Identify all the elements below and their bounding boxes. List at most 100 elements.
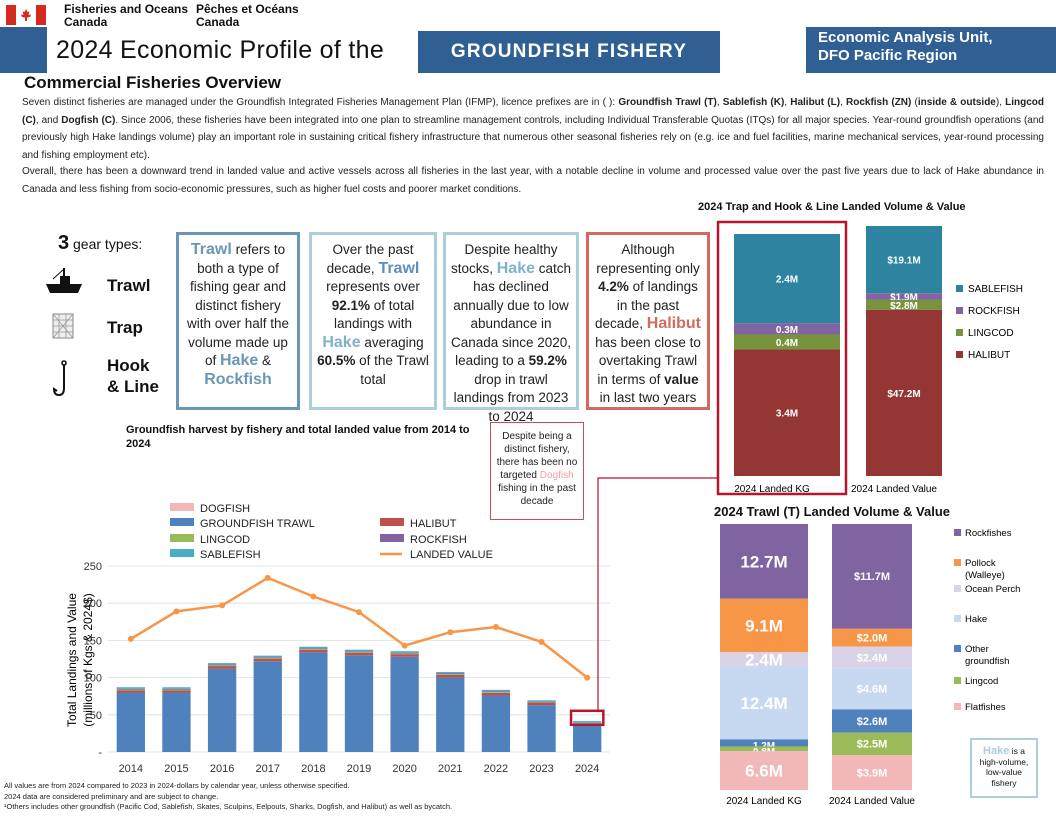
legend-label: HALIBUT [410, 518, 457, 530]
trawl-value-bar-segment [832, 668, 912, 710]
bar-sablefish [116, 687, 145, 689]
header-left-bar [0, 27, 47, 73]
legend-label: Lingcod [965, 676, 998, 687]
bar-groundfish-trawl [390, 656, 419, 752]
bar-sablefish [299, 646, 328, 649]
value-bar-segment [866, 299, 942, 310]
y-tick-label: - [98, 747, 102, 759]
trawl-kg-bar-label: 12.4M [740, 694, 787, 713]
footnotes: All values are from 2024 compared to 202… [4, 781, 453, 811]
bar-lingcod [481, 692, 511, 693]
halibut-box: Although representing only 4.2% of landi… [586, 232, 710, 410]
legend-label: LINGCOD [200, 534, 250, 546]
bar-halibut [162, 690, 191, 693]
y-tick-label: 150 [84, 635, 102, 647]
bar-sablefish [481, 689, 511, 692]
legend-label: Other [965, 644, 989, 655]
legend-swatch [956, 351, 963, 358]
legend-label: groundfish [965, 656, 1009, 667]
bar-groundfish-trawl [573, 725, 602, 752]
bar-rockfish [436, 673, 465, 675]
bar-lingcod [390, 653, 419, 655]
legend-label: ROCKFISH [410, 534, 467, 546]
hake-note: Hake is a high-volume, low-value fishery [970, 738, 1038, 798]
legend-swatch [956, 307, 963, 314]
legend-swatch [954, 615, 961, 622]
bar-rockfish [390, 652, 419, 654]
trawl-value-bar-label: $2.6M [857, 716, 888, 728]
bar-groundfish-trawl [299, 652, 328, 752]
x-tick-label: 2020 [392, 763, 416, 775]
trawl-kg-bar-segment [720, 751, 808, 790]
overview-heading: Commercial Fisheries Overview [24, 73, 282, 92]
legend-swatch [170, 534, 194, 542]
landed-value-point [492, 624, 499, 631]
value-bar-label: $1.9M [890, 293, 918, 304]
trawl-kg-bar-label: 6.6M [745, 762, 783, 781]
trawl-kg-bar-segment [720, 598, 808, 653]
trawl-value-bar-label: $4.6M [857, 684, 888, 696]
trawl-kg-bar-label: 9.1M [745, 616, 783, 635]
bar-lingcod [207, 665, 237, 667]
x-tick-label: 2022 [484, 763, 508, 775]
bar-groundfish-trawl [481, 695, 511, 752]
bar-sablefish [573, 721, 602, 723]
x-label: 2024 Landed KG [726, 796, 802, 807]
legend-label: Ocean Perch [965, 584, 1020, 595]
legend-swatch [954, 529, 961, 536]
trawl-value-bar-label: $11.7M [854, 571, 890, 583]
y-axis-label-line1: Total Landings and Value [65, 593, 79, 727]
bar-sablefish [207, 663, 237, 665]
trawl-value-bar-segment [832, 709, 912, 733]
hake-decline-box: Despite healthy stocks, Hake catch has d… [443, 232, 579, 424]
bar-groundfish-trawl [344, 655, 374, 752]
gear-trawl-label: Trawl [107, 276, 151, 295]
y-tick-label: 100 [84, 673, 102, 685]
bar-rockfish [299, 648, 328, 649]
legend-label: GROUNDFISH TRAWL [200, 518, 315, 530]
bar-lingcod [116, 689, 145, 691]
bar-rockfish [116, 688, 145, 690]
dogfish-note: Despite being a distinct fishery, there … [490, 422, 584, 520]
landed-value-point [538, 638, 545, 645]
x-tick-label: 2021 [438, 763, 462, 775]
legend-swatch [954, 677, 961, 684]
legend-swatch [954, 559, 961, 566]
value-bar-segment [866, 226, 942, 294]
legend-label: Rockfishes [965, 528, 1012, 539]
bar-groundfish-trawl [436, 677, 465, 752]
bar-rockfish [481, 691, 511, 693]
landed-value-point [584, 674, 591, 681]
kg-highlight [716, 220, 848, 496]
trawl-value-bar-segment [832, 524, 912, 629]
bar-halibut [527, 702, 556, 706]
legend-label: Pollock [965, 558, 996, 569]
legend-swatch [954, 585, 961, 592]
legend-label: LANDED VALUE [410, 549, 493, 561]
legend-label: HALIBUT [968, 350, 1010, 361]
bar-halibut [390, 654, 419, 657]
trawl-value-bar-label: $2.4M [857, 652, 888, 664]
trawl-chart: 12.7M9.1M2.4M12.4M1.2M0.8M6.6M$11.7M$2.0… [720, 524, 1020, 807]
y-tick-label: 50 [90, 710, 102, 722]
trawl-kg-bar-segment [720, 746, 808, 752]
bar-sablefish [162, 687, 191, 689]
x-label: 2024 Landed Value [851, 484, 937, 495]
trawl-kg-bar-label: 1.2M [753, 741, 775, 752]
legend-label: ROCKFISH [968, 306, 1020, 317]
legend-swatch [170, 549, 194, 557]
overview-paragraph-2: Overall, there has been a downward trend… [22, 166, 1044, 195]
bar-groundfish-trawl [253, 661, 282, 752]
legend-label: SABLEFISH [968, 284, 1023, 295]
bar-sablefish [527, 700, 556, 702]
trawl-kg-bar-segment [720, 524, 808, 599]
bar-rockfish [344, 651, 374, 652]
x-label: 2024 Landed KG [734, 484, 810, 495]
legend-swatch [170, 503, 194, 511]
landed-value-point [219, 602, 226, 609]
bar-lingcod [436, 674, 465, 675]
legend-swatch [380, 534, 404, 542]
trawl-value-bar-label: $2.5M [857, 739, 888, 751]
trawl-kg-bar-segment [720, 739, 808, 747]
trawl-value-bar-segment [832, 628, 912, 647]
